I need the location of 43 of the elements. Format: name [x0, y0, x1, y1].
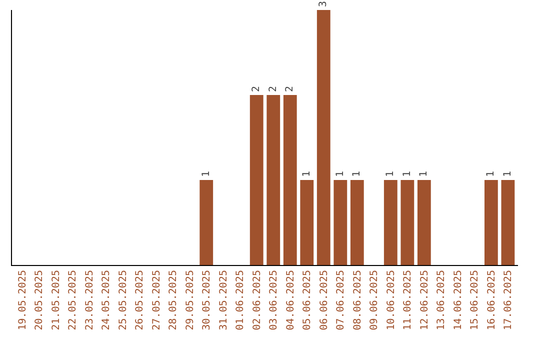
- x-tick-label: 10.06.2025: [386, 270, 397, 330]
- data-label: 1: [334, 170, 346, 177]
- data-label: 1: [486, 170, 497, 177]
- x-tick-label: 24.05.2025: [101, 270, 112, 330]
- x-tick-label: 07.06.2025: [336, 270, 347, 330]
- x-tick-label: 25.05.2025: [118, 270, 129, 330]
- data-label: 1: [418, 170, 430, 177]
- x-tick-label: 17.06.2025: [503, 270, 514, 330]
- data-label: 1: [352, 170, 363, 177]
- x-tick-label: 28.05.2025: [168, 270, 180, 330]
- x-tick-label: 08.06.2025: [352, 270, 364, 330]
- data-label: 2: [284, 86, 296, 92]
- x-tick-label: 11.06.2025: [402, 270, 414, 330]
- x-tick-label: 16.06.2025: [486, 270, 498, 330]
- x-tick-label: 21.05.2025: [50, 270, 62, 330]
- data-label: 3: [318, 0, 330, 7]
- data-label: 1: [502, 170, 514, 177]
- data-label: 1: [301, 170, 312, 177]
- x-tick-label: 05.06.2025: [302, 270, 314, 330]
- x-tick-label: 04.06.2025: [285, 270, 296, 330]
- data-label: 2: [251, 86, 262, 92]
- x-tick-label: 29.05.2025: [184, 270, 196, 330]
- x-tick-label: 19.05.2025: [17, 270, 28, 330]
- data-label: 1: [200, 170, 212, 177]
- x-tick-label: 09.06.2025: [369, 270, 380, 330]
- x-tick-label: 14.06.2025: [452, 270, 464, 330]
- data-label: 2: [268, 86, 279, 92]
- x-tick-label: 27.05.2025: [151, 270, 162, 330]
- x-tick-label: 22.05.2025: [68, 270, 79, 330]
- x-tick-label: 20.05.2025: [34, 270, 46, 330]
- x-tick-label: 12.06.2025: [419, 270, 430, 330]
- x-tick-label: 23.05.2025: [84, 270, 96, 330]
- x-tick-label: 31.05.2025: [218, 270, 230, 330]
- x-tick-label: 26.05.2025: [134, 270, 146, 330]
- data-label: 1: [385, 170, 396, 177]
- x-tick-label: 03.06.2025: [268, 270, 280, 330]
- x-tick-label: 13.06.2025: [436, 270, 448, 330]
- x-tick-label: 30.05.2025: [202, 270, 213, 330]
- x-tick-label: 01.06.2025: [235, 270, 246, 330]
- x-tick-label: 02.06.2025: [252, 270, 263, 330]
- data-label: 1: [402, 170, 413, 177]
- x-tick-label: 15.06.2025: [470, 270, 481, 330]
- x-tick-label: 06.06.2025: [318, 270, 330, 330]
